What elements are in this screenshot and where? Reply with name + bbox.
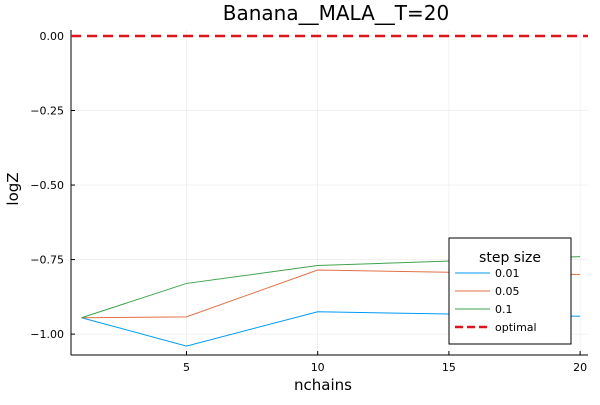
legend-entry-label: 0.01	[495, 267, 520, 280]
y-axis-label: logZ	[4, 172, 22, 205]
legend-title: step size	[479, 250, 541, 266]
y-tick-label: −0.50	[30, 179, 64, 192]
y-tick-label: 0.00	[40, 30, 65, 43]
legend-entry-label: optimal	[495, 321, 537, 334]
x-tick-label: 20	[573, 361, 587, 374]
y-tick-label: −1.00	[30, 328, 64, 341]
legend-entry-label: 0.05	[495, 285, 520, 298]
legend-entry-label: 0.1	[495, 303, 513, 316]
x-axis-label: nchains	[294, 376, 352, 394]
y-tick-label: −0.75	[30, 254, 64, 267]
legend-entries: 0.01 0.05 0.1 optimal	[455, 267, 537, 334]
x-tick-label: 5	[183, 361, 190, 374]
chart-title: Banana__MALA__T=20	[223, 1, 449, 25]
x-tick-label: 10	[311, 361, 325, 374]
y-tick-label: −0.25	[30, 105, 64, 118]
axes	[70, 30, 588, 356]
legend: step size 0.01 0.05 0.1 optimal	[448, 237, 572, 345]
ticks: 5 10 15 20 0.00 −0.25 −0.50 −0.75 −1.00	[30, 30, 587, 374]
x-tick-label: 15	[442, 361, 456, 374]
